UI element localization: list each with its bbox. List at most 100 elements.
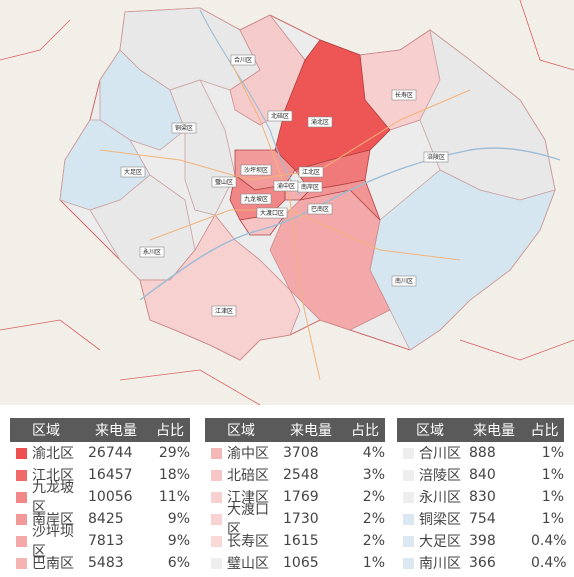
calls-cell: 1769 <box>283 489 319 505</box>
call-volume-tables: 区域 来电量 占比 渝北区 26744 29% 江北区 16457 18% 九龙坡区 10056 11… <box>0 418 574 577</box>
calls-cell: 398 <box>469 533 496 549</box>
calls-cell: 754 <box>469 511 496 527</box>
table-row: 渝中区 3708 4% <box>205 442 385 464</box>
svg-text:大渡口区: 大渡口区 <box>260 209 284 217</box>
share-cell: 2% <box>362 489 385 505</box>
map-label-shapingba: 沙坪坝区 <box>240 164 272 176</box>
region-cell: 涪陵区 <box>419 468 461 484</box>
share-cell: 6% <box>167 555 190 571</box>
calls-cell: 5483 <box>88 555 124 571</box>
calls-cell: 16457 <box>88 467 133 483</box>
table-row: 巴南区 5483 6% <box>10 552 190 574</box>
svg-text:九龙坡区: 九龙坡区 <box>244 195 268 203</box>
region-cell: 江津区 <box>227 490 269 506</box>
calls-cell: 2548 <box>283 467 319 483</box>
map-label-dadukou: 大渡口区 <box>256 207 288 219</box>
color-swatch <box>16 535 27 547</box>
table-row: 北碚区 2548 3% <box>205 464 385 486</box>
header-cell: 来电量 <box>473 423 515 439</box>
color-swatch <box>211 491 222 503</box>
header-cell: 占比 <box>156 423 184 439</box>
map-label-beibei: 北碚区 <box>267 110 293 122</box>
region-cell: 巴南区 <box>32 556 74 572</box>
share-cell: 29% <box>158 445 190 461</box>
call-table-2: 区域 来电量 占比 渝中区 3708 4% 北碚区 2548 3% 江津区 1769 2% 大渡口区 17… <box>205 418 385 574</box>
share-cell: 9% <box>167 511 190 527</box>
table-row: 南岸区 8425 9% <box>10 508 190 530</box>
map-label-jiulongpo: 九龙坡区 <box>240 193 272 205</box>
color-swatch <box>16 469 27 481</box>
header-cell: 区域 <box>416 423 444 439</box>
map-label-nanan: 南岸区 <box>297 181 323 193</box>
svg-text:涪陵区: 涪陵区 <box>427 153 445 161</box>
map-label-changshou: 长寿区 <box>391 89 417 101</box>
color-swatch <box>16 557 27 569</box>
calls-cell: 840 <box>469 467 496 483</box>
color-swatch <box>211 469 222 481</box>
call-table-1: 区域 来电量 占比 渝北区 26744 29% 江北区 16457 18% 九龙坡区 10056 11… <box>10 418 190 574</box>
table-row: 璧山区 1065 1% <box>205 552 385 574</box>
highways <box>99 59 471 381</box>
map-label-banan: 巴南区 <box>307 203 333 215</box>
header-cell: 区域 <box>32 423 60 439</box>
share-cell: 11% <box>158 489 190 505</box>
svg-text:江津区: 江津区 <box>215 308 233 315</box>
calls-cell: 1065 <box>283 555 319 571</box>
svg-text:南岸区: 南岸区 <box>301 183 319 191</box>
color-swatch <box>403 469 414 481</box>
calls-cell: 1730 <box>283 511 319 527</box>
region-cell: 渝中区 <box>227 446 269 462</box>
outer-boundaries <box>0 0 574 405</box>
color-swatch <box>403 535 414 547</box>
share-cell: 0.4% <box>531 533 567 549</box>
call-table-3: 区域 来电量 占比 合川区 888 1% 涪陵区 840 1% 永川区 830 1% 铜梁区 754 1% 大… <box>397 418 567 574</box>
map-label-jiangbei: 江北区 <box>298 166 324 178</box>
color-swatch <box>403 491 414 503</box>
district-map[interactable]: 合川区 北碚区 渝北区 铜梁区 长寿区 大足区 沙坪坝区 江北区 璧山区 渝中区 南岸区 九龙坡区 大渡… <box>0 0 574 405</box>
calls-cell: 26744 <box>88 445 133 461</box>
map-label-bishan: 璧山区 <box>211 176 237 188</box>
share-cell: 18% <box>158 467 190 483</box>
svg-text:沙坪坝区: 沙坪坝区 <box>244 166 268 174</box>
svg-text:合川区: 合川区 <box>234 56 252 64</box>
table-row: 涪陵区 840 1% <box>397 464 564 486</box>
color-swatch <box>211 557 222 569</box>
share-cell: 1% <box>541 489 564 505</box>
share-cell: 1% <box>541 445 564 461</box>
region-cell: 南岸区 <box>32 512 74 528</box>
share-cell: 0.4% <box>531 555 567 571</box>
table-row: 大足区 398 0.4% <box>397 530 567 552</box>
svg-text:长寿区: 长寿区 <box>395 91 413 99</box>
calls-cell: 7813 <box>88 533 124 549</box>
table-header: 区域 来电量 占比 <box>397 418 564 442</box>
share-cell: 2% <box>362 511 385 527</box>
header-cell: 占比 <box>530 423 559 439</box>
region-cell: 璧山区 <box>227 556 269 572</box>
share-cell: 3% <box>362 467 385 483</box>
map-label-dazu: 大足区 <box>120 166 146 178</box>
map-label-yuzhong: 渝中区 <box>273 180 299 192</box>
calls-cell: 10056 <box>88 489 133 505</box>
share-cell: 2% <box>362 533 385 549</box>
svg-text:江北区: 江北区 <box>302 168 320 176</box>
share-cell: 9% <box>167 533 190 549</box>
calls-cell: 1615 <box>283 533 319 549</box>
table-row: 江北区 16457 18% <box>10 464 190 486</box>
calls-cell: 888 <box>469 445 496 461</box>
svg-text:大足区: 大足区 <box>124 168 142 176</box>
table-row: 渝北区 26744 29% <box>10 442 190 464</box>
calls-cell: 366 <box>469 555 496 571</box>
header-cell: 来电量 <box>95 423 137 439</box>
svg-text:巴南区: 巴南区 <box>311 205 329 213</box>
header-cell: 来电量 <box>290 423 332 439</box>
region-cell: 铜梁区 <box>419 512 461 528</box>
svg-text:铜梁区: 铜梁区 <box>175 124 193 132</box>
svg-text:南川区: 南川区 <box>395 277 413 285</box>
share-cell: 1% <box>541 467 564 483</box>
region-cell: 沙坪坝区 <box>32 524 74 560</box>
region-cell: 永川区 <box>419 490 461 506</box>
table-header: 区域 来电量 占比 <box>10 418 190 442</box>
district-tongliang[interactable] <box>99 49 186 151</box>
calls-cell: 3708 <box>283 445 319 461</box>
